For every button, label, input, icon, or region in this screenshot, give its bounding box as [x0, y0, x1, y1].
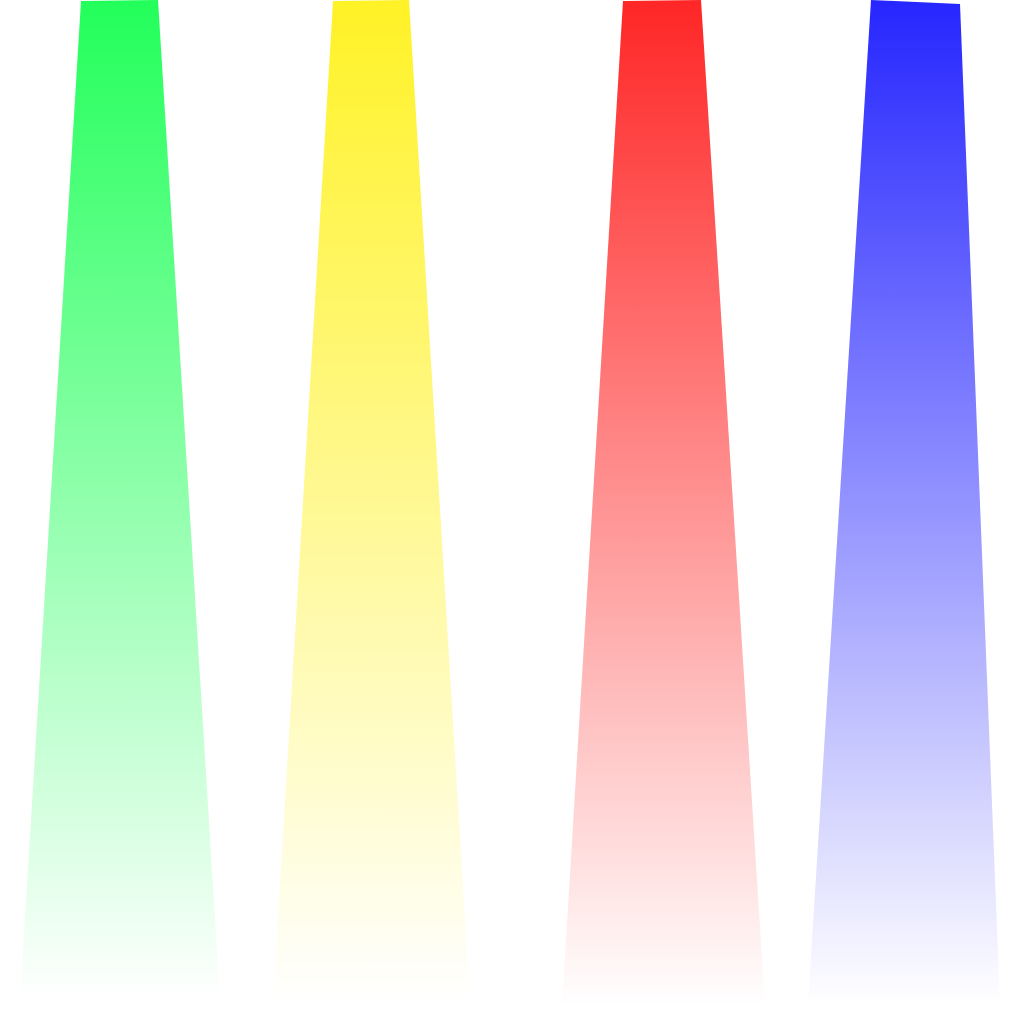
red-light-beam — [562, 0, 765, 1006]
green-light-beam — [20, 0, 220, 1000]
blue-light-beam — [808, 0, 1000, 1004]
yellow-light-beam — [273, 0, 470, 1002]
